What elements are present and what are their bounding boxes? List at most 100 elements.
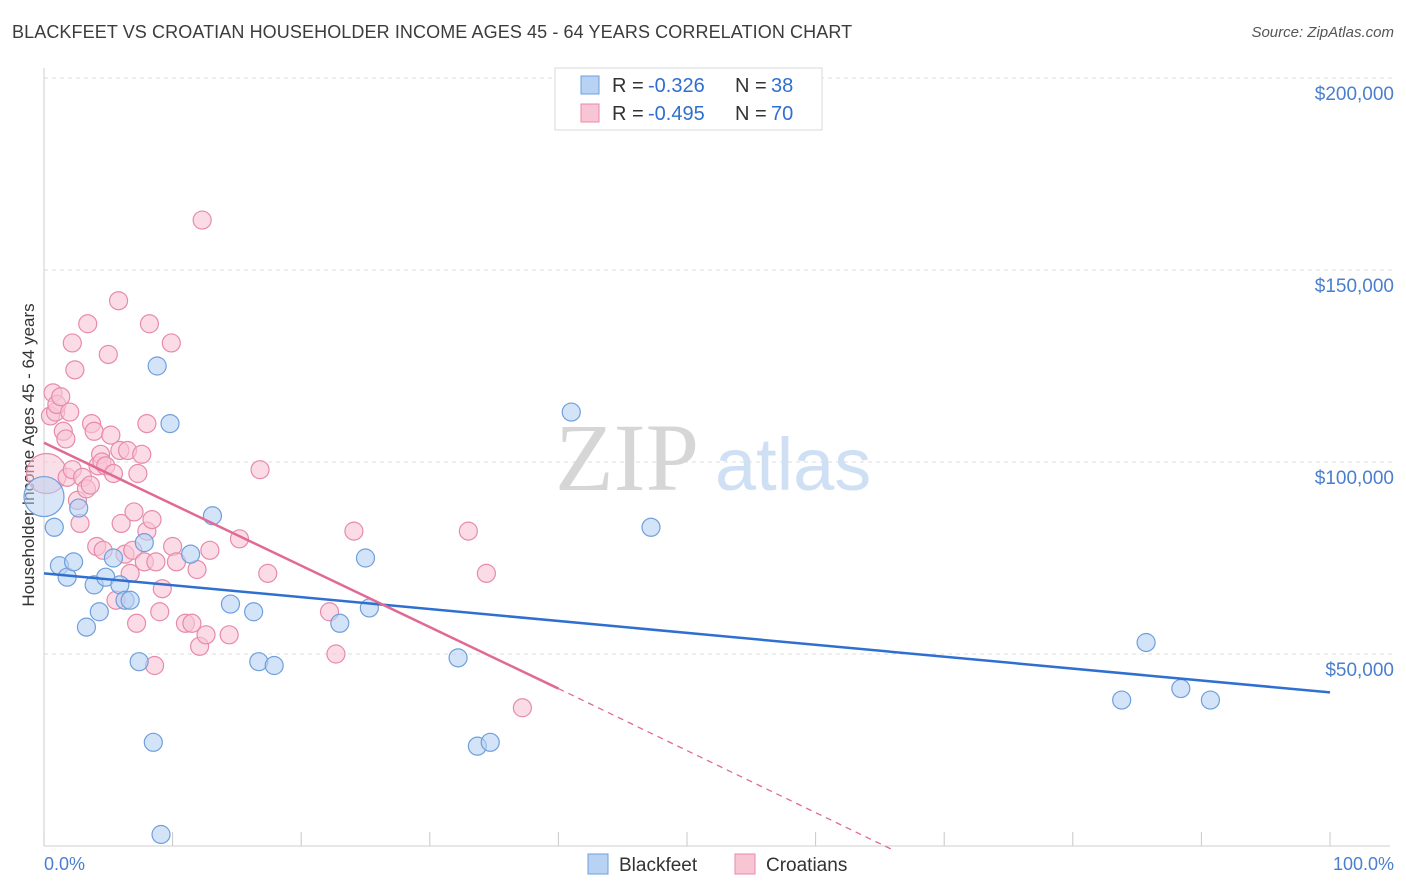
croatians-point	[326, 644, 346, 664]
legend-n-label-blackfeet: N =	[735, 75, 767, 97]
croatians-point	[80, 475, 100, 495]
croatians-point	[182, 613, 202, 633]
croatians-point	[150, 602, 170, 622]
bottom-legend-swatch-croatians	[734, 853, 756, 875]
croatians-point	[108, 291, 129, 311]
croatians-point	[101, 425, 121, 445]
x-tick-marks	[43, 832, 1331, 846]
blackfeet-point	[1171, 678, 1191, 699]
legend-n-value-croatians: 70	[771, 103, 793, 125]
blackfeet-point	[103, 548, 124, 568]
croatians-point	[161, 333, 181, 353]
croatians-point	[200, 540, 220, 560]
blackfeet-point	[244, 602, 264, 622]
blackfeet-point	[143, 732, 163, 752]
blackfeet-point	[448, 648, 468, 668]
croatians-point	[60, 402, 80, 422]
blackfeet-point	[1200, 690, 1221, 710]
croatians-point	[512, 698, 532, 718]
y-tick-label: $50,000	[1325, 660, 1394, 681]
croatians-point	[142, 509, 162, 530]
croatians-point	[56, 429, 76, 449]
blackfeet-point	[134, 533, 154, 553]
blackfeet-point	[1136, 632, 1156, 653]
croatians-point	[132, 444, 152, 464]
croatians-point	[196, 625, 216, 645]
croatians-point	[146, 552, 166, 572]
top-legend: R = -0.326 N = 38 R = -0.495 N = 70	[554, 67, 823, 131]
blackfeet-point	[330, 613, 350, 633]
blackfeet-point	[151, 824, 171, 845]
blackfeet-point	[264, 655, 284, 676]
blackfeet-point	[69, 498, 89, 518]
croatians-point	[78, 314, 98, 334]
y-tick-label: $100,000	[1315, 468, 1394, 489]
bottom-legend: Blackfeet Croatians	[587, 853, 847, 876]
source-label: Source: ZipAtlas.com	[1251, 24, 1394, 41]
croatians-point	[126, 613, 147, 633]
croatians-point	[111, 513, 131, 534]
legend-r-value-croatians: -0.495	[648, 103, 705, 125]
blackfeet-point	[220, 594, 241, 614]
croatians-point	[62, 333, 82, 353]
blackfeet-trendline	[43, 572, 1331, 694]
blackfeet-point	[120, 590, 140, 610]
legend-swatch-blackfeet	[580, 75, 600, 95]
legend-r-label-croatians: R =	[612, 103, 644, 125]
blackfeet-point	[181, 544, 201, 564]
blackfeet-point	[160, 414, 180, 434]
croatians-point	[152, 579, 172, 599]
series-croatians	[25, 210, 532, 718]
y-tick-label: $150,000	[1315, 276, 1394, 297]
croatians-point	[258, 563, 278, 583]
blackfeet-point	[1112, 690, 1132, 710]
y-tick-labels: $50,000 $100,000 $150,000 $200,000	[1315, 84, 1394, 681]
gridlines	[44, 77, 1394, 655]
chart-title: BLACKFEET VS CROATIAN HOUSEHOLDER INCOME…	[12, 22, 853, 42]
legend-swatch-croatians	[580, 103, 600, 123]
bottom-legend-swatch-blackfeet	[587, 853, 609, 875]
trendlines	[43, 441, 1331, 851]
watermark-zip: ZIP	[555, 404, 699, 511]
blackfeet-point	[76, 617, 97, 637]
bottom-legend-label-croatians: Croatians	[766, 855, 847, 876]
blackfeet-point	[63, 552, 84, 572]
blackfeet-point	[44, 517, 64, 537]
croatians-point	[137, 414, 157, 434]
x-tick-label-min: 0.0%	[44, 854, 85, 874]
legend-r-label-blackfeet: R =	[612, 75, 644, 97]
croatians-trendline-extension	[558, 687, 894, 851]
croatians-point	[98, 344, 118, 365]
blackfeet-point	[147, 356, 167, 376]
legend-n-label-croatians: N =	[735, 103, 767, 125]
croatians-point	[84, 421, 104, 441]
legend-n-value-blackfeet: 38	[771, 75, 793, 97]
blackfeet-point	[129, 652, 149, 672]
bottom-legend-label-blackfeet: Blackfeet	[619, 855, 698, 876]
croatians-point	[124, 502, 144, 522]
croatians-point	[51, 387, 71, 407]
croatians-point	[192, 210, 212, 230]
croatians-point	[250, 460, 270, 480]
legend-r-value-blackfeet: -0.326	[648, 75, 705, 97]
watermark: ZIP atlas	[555, 404, 871, 511]
croatians-point	[128, 463, 148, 484]
croatians-trendline	[43, 441, 559, 690]
croatians-point	[65, 360, 85, 380]
x-tick-label-max: 100.0%	[1333, 854, 1394, 874]
y-axis-label: Householder Income Ages 45 - 64 years	[19, 303, 38, 606]
croatians-point	[476, 563, 496, 583]
blackfeet-point	[561, 402, 581, 422]
y-tick-label: $200,000	[1315, 84, 1394, 105]
croatians-point	[139, 314, 160, 334]
blackfeet-point	[480, 732, 500, 752]
blackfeet-point	[89, 602, 109, 622]
blackfeet-point	[641, 517, 661, 537]
watermark-atlas: atlas	[715, 423, 871, 506]
blackfeet-point	[355, 548, 376, 568]
croatians-point	[344, 521, 364, 541]
blackfeet-point	[23, 475, 65, 518]
croatians-point	[219, 625, 239, 645]
croatians-point	[458, 521, 478, 541]
